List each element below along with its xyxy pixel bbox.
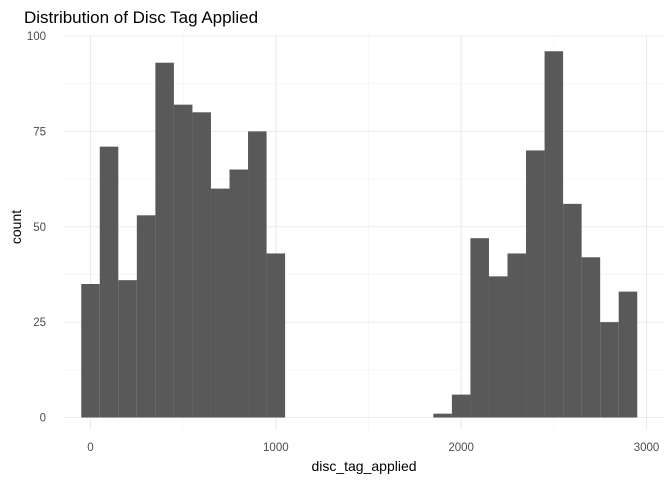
- histogram-bar: [99, 146, 119, 418]
- histogram-bar: [192, 112, 211, 418]
- y-axis-ticks: 0 25 50 75 100: [27, 31, 46, 425]
- histogram-bar: [507, 253, 527, 418]
- histogram-bar: [563, 203, 582, 418]
- x-axis-ticks: 0 1000 2000 3000: [87, 442, 659, 454]
- histogram-bar: [155, 62, 174, 418]
- y-tick-label: 75: [33, 126, 46, 138]
- y-tick-label: 0: [40, 413, 46, 425]
- histogram-bar: [136, 215, 156, 418]
- y-axis-label: count: [8, 210, 24, 244]
- histogram-bar: [229, 169, 249, 418]
- x-axis-label: disc_tag_applied: [311, 458, 416, 474]
- y-tick-label: 25: [33, 317, 46, 329]
- x-tick-label: 3000: [634, 442, 660, 454]
- histogram-bar: [266, 253, 286, 418]
- histogram-bar: [544, 51, 564, 418]
- histogram-bar: [433, 413, 452, 418]
- x-tick-label: 2000: [448, 442, 474, 454]
- y-tick-label: 100: [27, 31, 46, 43]
- histogram-bar: [451, 394, 471, 418]
- histogram-bar: [581, 257, 601, 418]
- histogram-bar: [470, 238, 489, 418]
- histogram-bar: [81, 283, 100, 418]
- x-tick-label: 1000: [263, 442, 289, 454]
- histogram-bar: [173, 104, 193, 418]
- histogram-bar: [618, 291, 638, 418]
- histogram-bar: [600, 322, 619, 418]
- histogram-bar: [118, 280, 137, 418]
- histogram-bar: [488, 276, 508, 418]
- histogram-bar: [526, 150, 545, 418]
- histogram-bar: [248, 131, 267, 418]
- x-tick-label: 0: [87, 442, 93, 454]
- histogram-bars: [81, 51, 638, 418]
- chart-title: Distribution of Disc Tag Applied: [24, 8, 258, 27]
- y-tick-label: 50: [33, 222, 46, 234]
- histogram-bar: [210, 188, 230, 418]
